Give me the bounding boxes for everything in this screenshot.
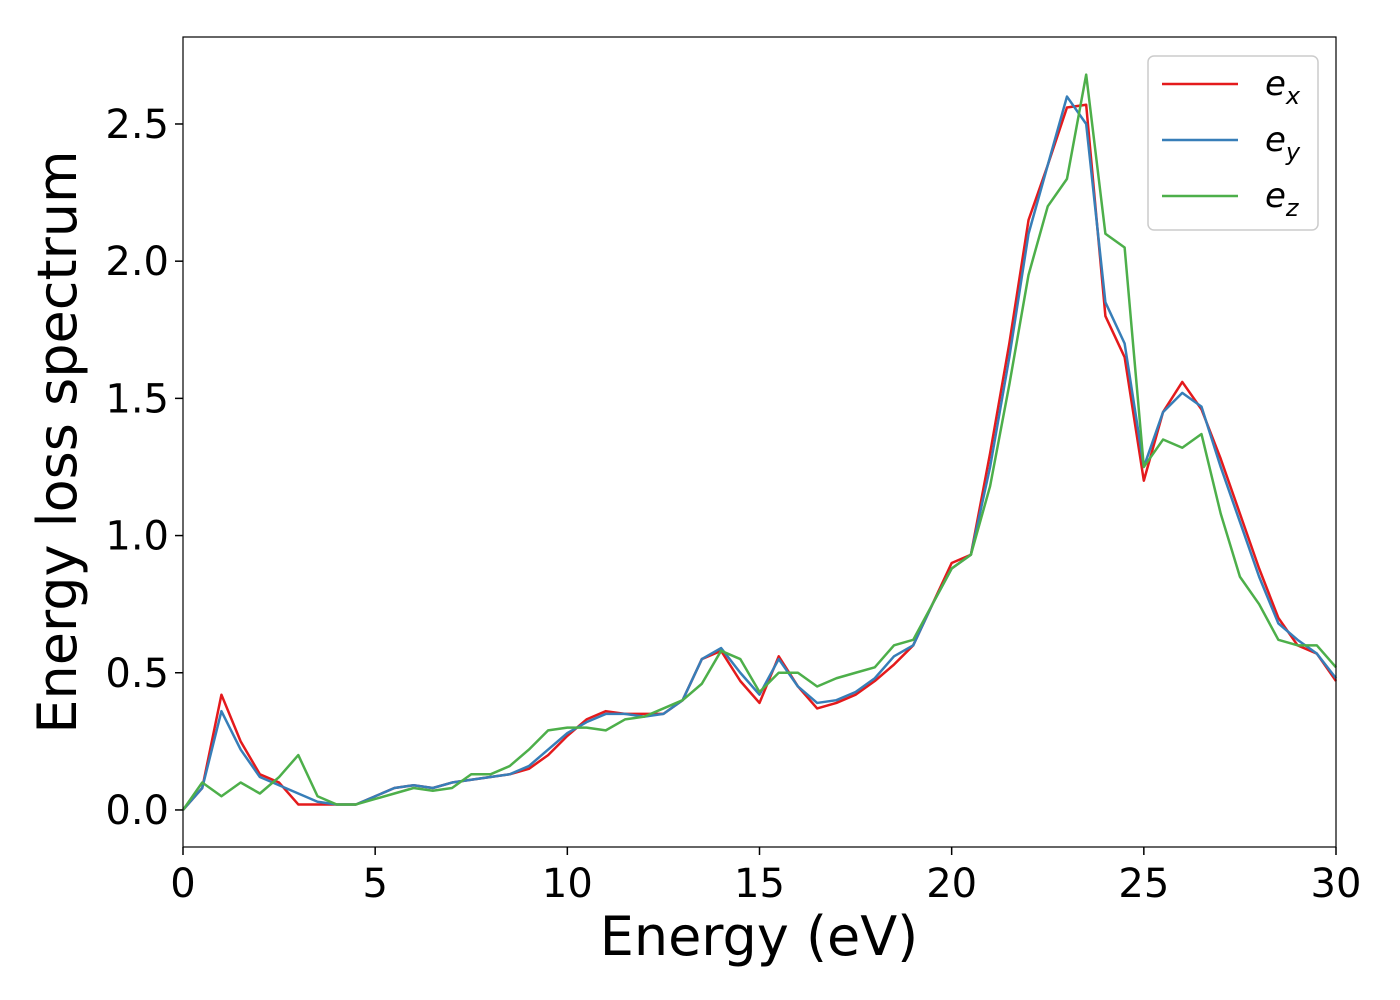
x-axis-label: Energy (eV)	[600, 905, 919, 968]
legend-label: ez	[1265, 176, 1300, 222]
legend: ex ey ez	[1147, 55, 1319, 231]
y-tick-label: 1.5	[105, 376, 169, 422]
x-tick-label: 0	[170, 861, 195, 907]
x-tick-label: 5	[362, 861, 387, 907]
plot-frame	[182, 36, 1337, 848]
y-tick-label: 2.0	[105, 239, 169, 285]
y-tick-label: 0.0	[105, 788, 169, 834]
data-line	[181, 73, 1337, 811]
y-axis-label: Energy loss spectrum	[26, 150, 89, 733]
x-tick-label: 30	[1311, 861, 1362, 907]
legend-box	[1147, 55, 1319, 231]
y-tick-label: 1.0	[105, 514, 169, 560]
x-tick-label: 25	[1118, 861, 1169, 907]
legend-label: ex	[1265, 64, 1301, 110]
y-tick-label: 0.5	[105, 651, 169, 697]
x-tick-label: 10	[542, 861, 593, 907]
x-tick-label: 15	[734, 861, 785, 907]
y-tick-label: 2.5	[105, 102, 169, 148]
x-tick-label: 20	[926, 861, 977, 907]
legend-label: ey	[1265, 120, 1301, 166]
